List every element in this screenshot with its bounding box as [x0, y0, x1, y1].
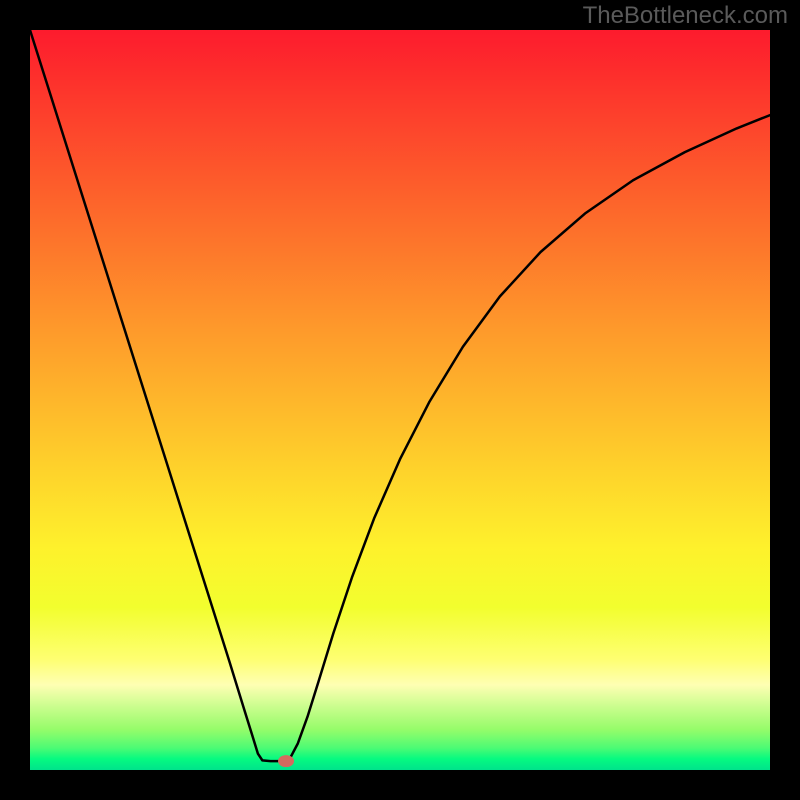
watermark-text: TheBottleneck.com — [583, 2, 788, 30]
plot-area — [30, 30, 770, 770]
chart-container: TheBottleneck.com — [0, 0, 800, 800]
gradient-background — [30, 30, 770, 770]
